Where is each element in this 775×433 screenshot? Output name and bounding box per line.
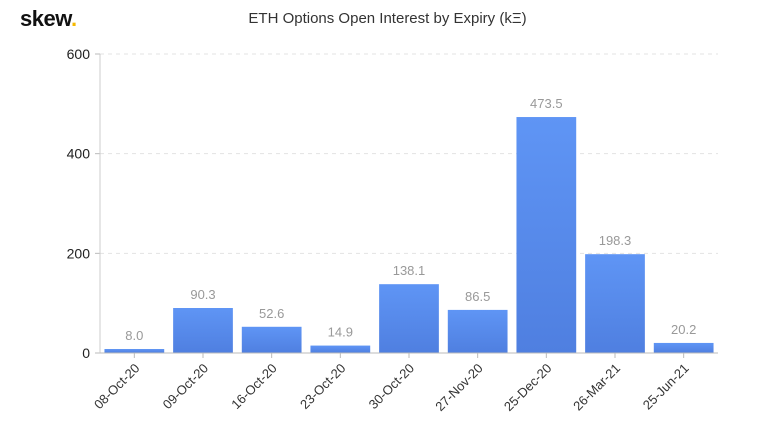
x-tick-label: 27-Nov-20	[432, 361, 486, 415]
x-tick-label: 23-Oct-20	[297, 361, 348, 412]
data-label: 86.5	[465, 289, 490, 304]
x-tick-label: 25-Jun-21	[640, 361, 692, 413]
data-label: 138.1	[393, 263, 426, 278]
chart-title: ETH Options Open Interest by Expiry (kΞ)	[248, 10, 527, 27]
y-tick-label: 400	[67, 146, 91, 162]
data-label: 198.3	[599, 233, 632, 248]
bar	[516, 117, 577, 353]
skew-logo: skew.	[20, 6, 77, 32]
y-tick-label: 0	[82, 345, 90, 361]
x-tick-label: 16-Oct-20	[228, 361, 279, 412]
data-label: 473.5	[530, 96, 563, 111]
bar	[241, 326, 302, 353]
data-label: 90.3	[190, 287, 215, 302]
data-label: 14.9	[328, 325, 353, 340]
x-tick-label: 25-Dec-20	[501, 361, 555, 415]
data-label: 52.6	[259, 306, 284, 321]
y-tick-label: 600	[67, 46, 91, 62]
bar	[447, 309, 508, 353]
data-label: 8.0	[125, 328, 143, 343]
x-tick-label: 26-Mar-21	[570, 361, 623, 414]
bar	[585, 254, 645, 353]
x-tick-label: 09-Oct-20	[160, 361, 211, 412]
bar	[379, 284, 439, 353]
logo-dot: .	[71, 6, 77, 31]
bar	[310, 345, 371, 353]
x-tick-label: 30-Oct-20	[366, 361, 417, 412]
bar	[653, 342, 714, 353]
bar	[104, 349, 165, 353]
logo-text: skew	[20, 6, 72, 31]
bar	[173, 308, 233, 353]
y-tick-label: 200	[67, 245, 91, 261]
x-tick-label: 08-Oct-20	[91, 361, 142, 412]
data-label: 20.2	[671, 322, 696, 337]
